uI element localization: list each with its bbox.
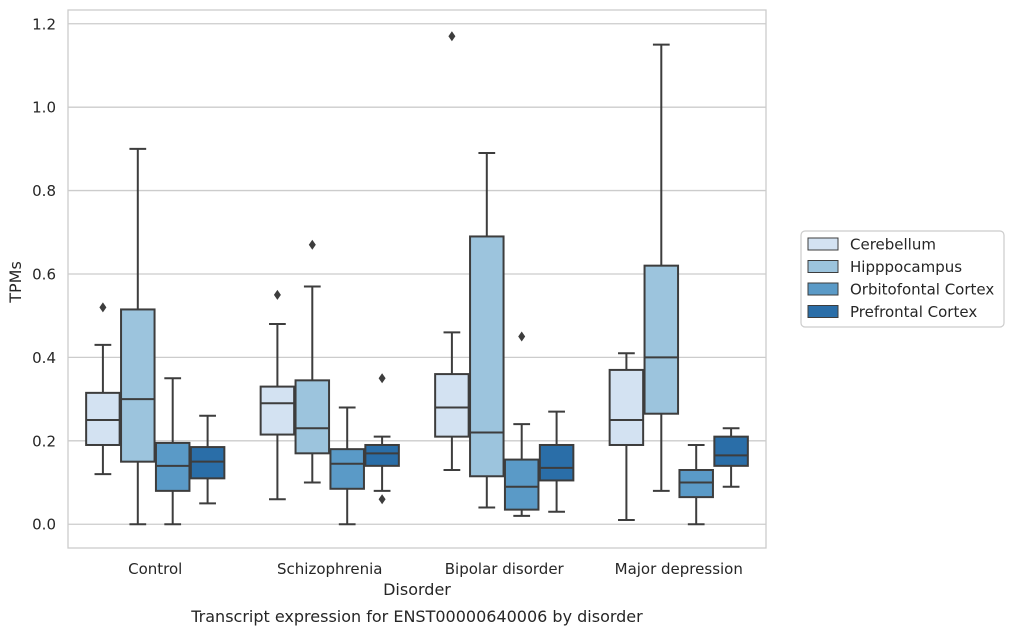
y-tick-label: 1.2 (32, 15, 56, 33)
x-axis: Control Schizophrenia Bipolar disorder Majo… (128, 560, 743, 578)
outlier-point (448, 31, 456, 42)
outlier-point (99, 302, 107, 313)
box (538, 443, 575, 482)
box (678, 469, 714, 499)
box (503, 458, 540, 511)
outlier-point (378, 494, 386, 505)
legend-label: Orbitofontal Cortex (850, 281, 994, 299)
box-group (329, 406, 365, 526)
y-tick-label: 0.6 (32, 265, 56, 283)
plot-frame (67, 9, 767, 549)
y-axis: 0.0 0.2 0.4 0.6 0.8 1.0 1.2 (32, 15, 56, 533)
box (713, 435, 749, 467)
box-group (469, 152, 505, 509)
box (329, 448, 365, 490)
legend-swatch (807, 282, 839, 296)
x-tick-label: Bipolar disorder (445, 560, 565, 578)
y-tick-label: 0.8 (32, 182, 56, 200)
box-group (434, 31, 470, 472)
outlier-point (273, 289, 281, 300)
box (259, 385, 296, 436)
box (85, 391, 121, 446)
box-group (154, 377, 191, 526)
x-axis-label: Disorder (383, 580, 451, 599)
y-tick-label: 0.0 (32, 516, 56, 534)
legend-swatch (807, 305, 839, 318)
x-tick-label: Major depression (615, 560, 743, 578)
box-group (189, 414, 226, 505)
x-tick-label: Control (128, 560, 182, 578)
box-group (608, 352, 645, 522)
chart-title: Transcript expression for ENST0000064000… (190, 607, 643, 626)
box (434, 373, 470, 438)
box (189, 446, 226, 480)
legend: Cerebellum Hipppocampus Orbitofontal Corte… (800, 230, 1005, 328)
box-group (364, 373, 400, 505)
box (608, 368, 645, 446)
box (364, 443, 400, 467)
box (643, 264, 680, 415)
outlier-point (518, 331, 526, 342)
legend-swatch (807, 260, 839, 273)
box-group (538, 410, 575, 513)
y-tick-label: 1.0 (32, 99, 56, 117)
plot-boxes (85, 31, 749, 526)
x-tick-label: Schizophrenia (277, 560, 382, 578)
box-group (120, 147, 156, 526)
legend-label: Hipppocampus (850, 258, 962, 276)
grid-lines (68, 23, 766, 525)
box (469, 235, 505, 478)
legend-frame (800, 230, 1005, 328)
legend-label: Cerebellum (850, 236, 936, 254)
y-tick-label: 0.4 (32, 349, 56, 367)
box-group (643, 43, 680, 492)
legend-label: Prefrontal Cortex (850, 303, 977, 321)
y-tick-label: 0.2 (32, 432, 56, 450)
box (154, 441, 191, 492)
box-group (503, 331, 540, 517)
box (294, 379, 331, 455)
box (120, 308, 156, 463)
box-group (85, 302, 121, 476)
legend-swatch (807, 237, 839, 251)
box-group (294, 239, 331, 484)
box-group (713, 427, 749, 488)
box-group (678, 443, 714, 526)
outlier-point (308, 239, 316, 250)
y-axis-label: TPMs (6, 261, 25, 304)
outlier-point (378, 373, 386, 384)
box-group (259, 289, 296, 501)
